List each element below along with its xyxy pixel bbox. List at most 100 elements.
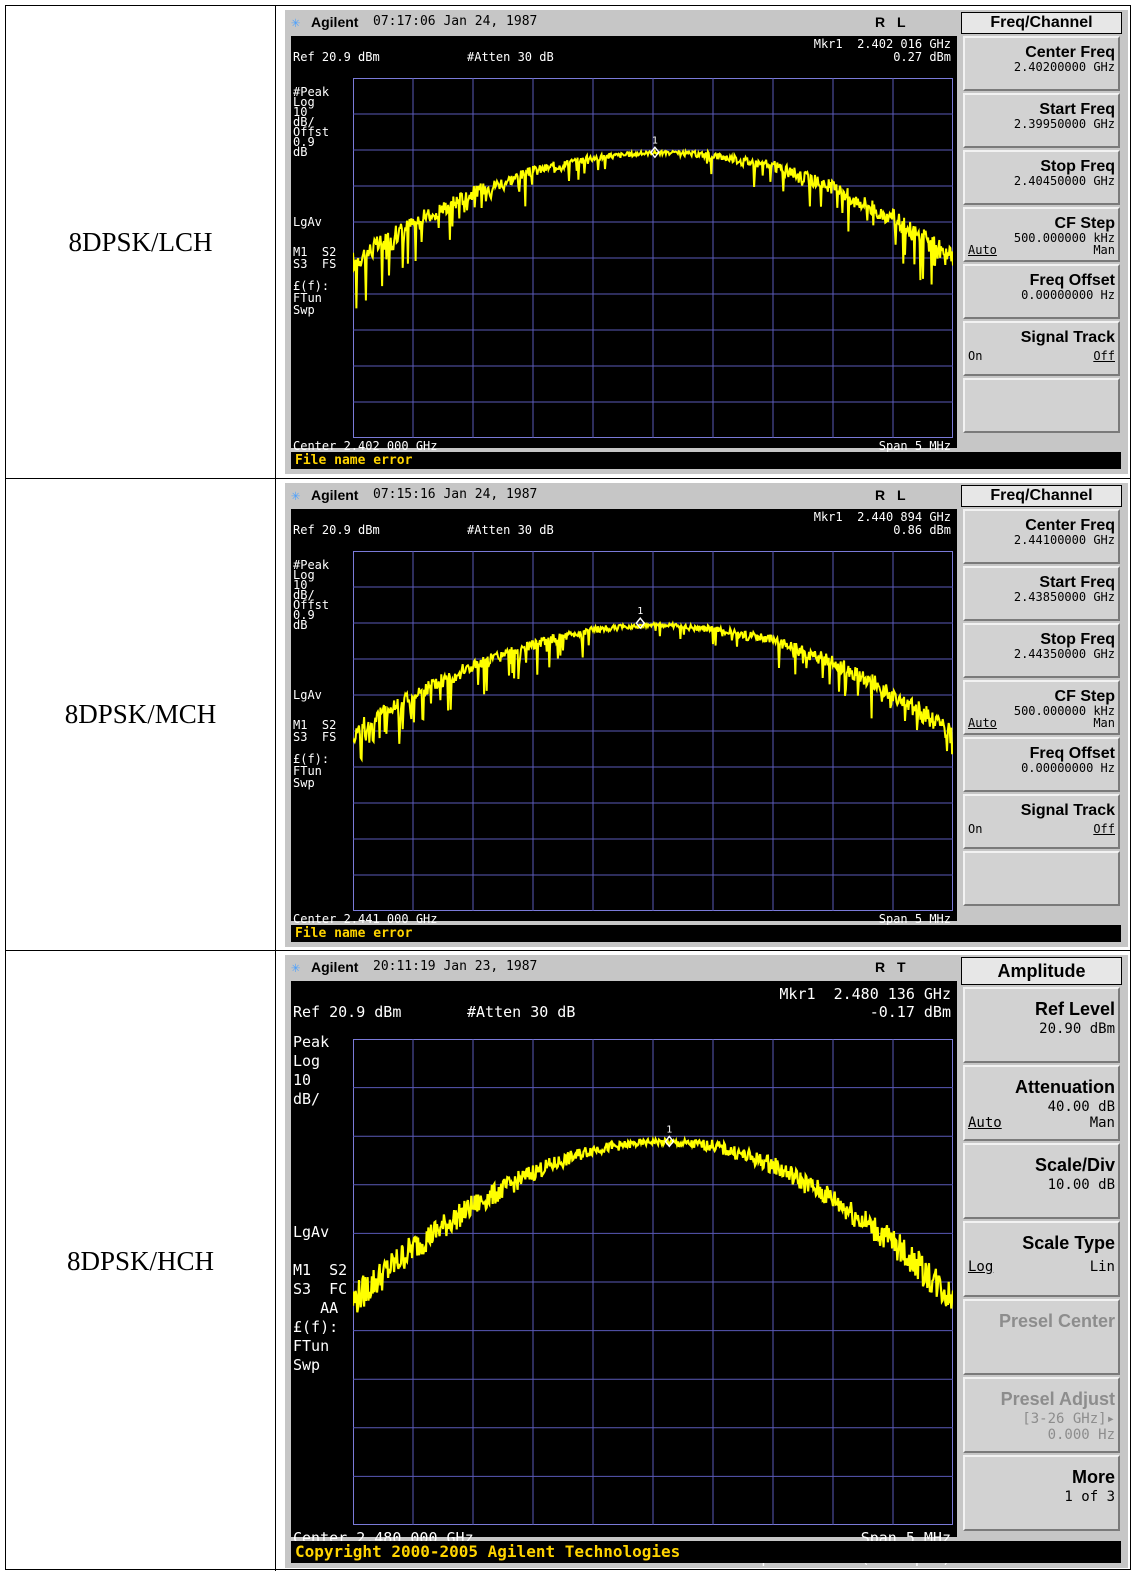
spectrum-plot: 1 (353, 1039, 953, 1525)
spectrum-trace (353, 620, 953, 763)
softkey-option-left[interactable]: Auto (968, 243, 997, 257)
blank-softkey[interactable] (963, 851, 1120, 906)
softkey-option-right[interactable]: Man (1093, 716, 1115, 730)
menu-title: Freq/Channel (961, 12, 1122, 34)
side-label: M1 S2 (293, 718, 337, 732)
analyzer-title-bar: ✳ Agilent 20:11:19 Jan 23, 1987 R T (285, 955, 957, 979)
side-label: Swp (293, 776, 315, 790)
side-label: dB (293, 618, 308, 632)
ref-level: Ref 20.9 dBm (293, 523, 380, 537)
softkey-value: 0.000 Hz (1047, 1427, 1115, 1443)
span-value: Span 5 MHz (878, 912, 951, 926)
status-message: Copyright 2000-2005 Agilent Technologies (295, 1542, 681, 1561)
side-label: Offst (293, 125, 330, 139)
center-freq-softkey[interactable]: Center Freq 2.44100000 GHz (963, 509, 1120, 564)
side-label: Log (293, 1052, 321, 1070)
scale-type-softkey[interactable]: Scale Type Log Lin (963, 1221, 1120, 1297)
scale-div-softkey[interactable]: Scale/Div 10.00 dB (963, 1143, 1120, 1219)
spectrum-svg: 1 (353, 551, 953, 911)
presel-adjust-softkey[interactable]: Presel Adjust [3-26 GHz]▸ 0.000 Hz (963, 1377, 1120, 1453)
status-bar: Copyright 2000-2005 Agilent Technologies (291, 1541, 1121, 1563)
analyzer-title-bar: ✳ Agilent 07:15:16 Jan 24, 1987 R L (285, 483, 957, 507)
side-label: AA (293, 1299, 339, 1317)
softkey-option-right[interactable]: Man (1089, 1115, 1115, 1131)
stop-freq-softkey[interactable]: Stop Freq 2.44350000 GHz (963, 623, 1120, 678)
channel-label-cell: 8DPSK/HCH (6, 951, 276, 1571)
softkey-label: Attenuation (1015, 1077, 1115, 1097)
channel-label-cell: 8DPSK/MCH (6, 479, 276, 950)
marker-level: -0.17 dBm (869, 1003, 951, 1021)
side-label: 10 (293, 1071, 312, 1089)
blank-softkey[interactable] (963, 378, 1120, 433)
softkey-option-right[interactable]: Off (1093, 349, 1115, 363)
channel-label: 8DPSK/LCH (68, 226, 213, 257)
analyzer-display: Mkr1 2.440 894 GHz 0.86 dBm Ref 20.9 dBm #A… (291, 509, 957, 937)
more-softkey[interactable]: More 1 of 3 (963, 1455, 1120, 1531)
brand-name: Agilent (311, 959, 359, 975)
softkey-value: 20.90 dBm (1039, 1021, 1115, 1037)
start-freq-softkey[interactable]: Start Freq 2.39950000 GHz (963, 93, 1120, 148)
softkey-value: 1 of 3 (1064, 1489, 1115, 1505)
mode-indicator: R L (875, 14, 910, 30)
side-label: 0.9 (293, 608, 315, 622)
side-label: dB/ (293, 1090, 321, 1108)
presel-center-softkey[interactable]: Presel Center (963, 1299, 1120, 1375)
table-row: 8DPSK/MCH ✳ Agilent 07:15:16 Jan 24, 1987 R … (6, 478, 1130, 950)
softkey-value: 0.00000000 Hz (1021, 761, 1115, 775)
side-label: 10 (293, 105, 308, 119)
side-label: 10 (293, 578, 308, 592)
softkey-label: Center Freq (1025, 44, 1115, 61)
softkey-label: Start Freq (1039, 574, 1115, 591)
freq-offset-softkey[interactable]: Freq Offset 0.00000000 Hz (963, 737, 1120, 792)
side-label: Swp (293, 1356, 321, 1374)
marker-diamond (635, 617, 646, 630)
side-label: dB (293, 145, 308, 159)
agilent-star-icon: ✳ (291, 486, 301, 504)
softkey-option-left[interactable]: On (968, 349, 983, 363)
freq-offset-softkey[interactable]: Freq Offset 0.00000000 Hz (963, 264, 1120, 319)
analyzer-screenshot: ✳ Agilent 20:11:19 Jan 23, 1987 R T Mkr1 2.4… (285, 955, 1128, 1568)
softkey-label: CF Step (1054, 215, 1115, 232)
spectrum-plot: 1 (353, 78, 953, 438)
marker-readout: Mkr1 2.402 016 GHz (813, 37, 951, 51)
span-value: Span 5 MHz (878, 439, 951, 453)
cf-step-softkey[interactable]: CF Step 500.000000 kHz Auto Man (963, 207, 1120, 262)
stop-freq-softkey[interactable]: Stop Freq 2.40450000 GHz (963, 150, 1120, 205)
ref-level: Ref 20.9 dBm (293, 1003, 402, 1021)
side-label: 0.9 (293, 135, 315, 149)
agilent-star-icon: ✳ (291, 958, 301, 976)
start-freq-softkey[interactable]: Start Freq 2.43850000 GHz (963, 566, 1120, 621)
softkey-option-right[interactable]: Off (1093, 822, 1115, 836)
side-label: Offst (293, 598, 330, 612)
side-label: FTun (293, 764, 322, 778)
side-label: Swp (293, 303, 315, 317)
status-message: File name error (295, 453, 413, 468)
softkey-option-right[interactable]: Man (1093, 243, 1115, 257)
cf-step-softkey[interactable]: CF Step 500.000000 kHz Auto Man (963, 680, 1120, 735)
softkey-option-left[interactable]: Log (968, 1259, 994, 1275)
signal-track-softkey[interactable]: Signal Track On Off (963, 321, 1120, 376)
table-row: 8DPSK/LCH ✳ Agilent 07:17:06 Jan 24, 1987 R … (6, 6, 1130, 478)
softkey-option-left[interactable]: Auto (968, 1115, 1002, 1131)
marker-level: 0.27 dBm (893, 50, 951, 64)
side-label: Log (293, 568, 315, 582)
attenuation-softkey[interactable]: Attenuation 40.00 dB Auto Man (963, 1065, 1120, 1141)
side-label: S3 FS (293, 730, 337, 744)
side-label: dB/ (293, 588, 315, 602)
softkey-option-left[interactable]: On (968, 822, 983, 836)
timestamp: 07:17:06 Jan 24, 1987 (373, 14, 538, 29)
center-freq-softkey[interactable]: Center Freq 2.40200000 GHz (963, 36, 1120, 91)
softkey-label: Presel Adjust (1000, 1389, 1115, 1409)
table-row: 8DPSK/HCH ✳ Agilent 20:11:19 Jan 23, 1987 R … (6, 950, 1130, 1571)
signal-track-softkey[interactable]: Signal Track On Off (963, 794, 1120, 849)
ref-level-softkey[interactable]: Ref Level 20.90 dBm (963, 987, 1120, 1063)
channel-label: 8DPSK/MCH (64, 699, 217, 729)
agilent-star-icon: ✳ (291, 13, 301, 31)
menu-title: Amplitude (961, 957, 1122, 985)
softkey-value: 2.44100000 GHz (1013, 533, 1115, 547)
softkey-option-left[interactable]: Auto (968, 716, 997, 730)
results-table: 8DPSK/LCH ✳ Agilent 07:17:06 Jan 24, 1987 R … (5, 5, 1131, 1571)
spectrum-trace (353, 1135, 953, 1313)
side-label: M1 S2 (293, 245, 337, 259)
softkey-option-right[interactable]: Lin (1089, 1259, 1115, 1275)
